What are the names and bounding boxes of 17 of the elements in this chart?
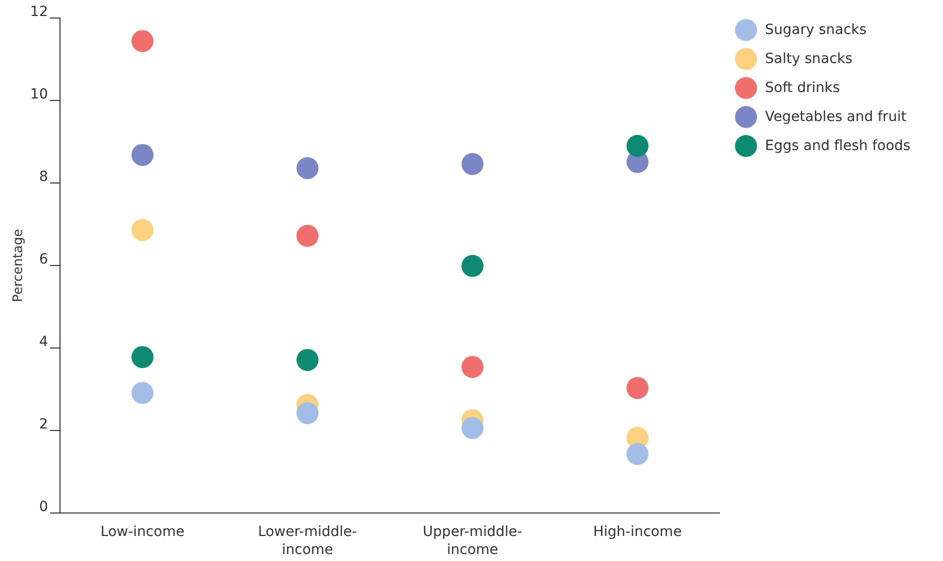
y-tick-label: 12	[30, 4, 48, 20]
y-axis-title: Percentage	[11, 228, 26, 302]
y-tick-label: 4	[39, 334, 48, 350]
legend-label: Sugary snacks	[765, 22, 867, 38]
y-tick-label: 6	[39, 252, 48, 268]
y-tick-label: 10	[30, 86, 48, 102]
legend-label: Soft drinks	[765, 80, 840, 96]
legend-label: Vegetables and fruit	[765, 109, 908, 125]
y-tick-label: 0	[39, 499, 48, 515]
y-tick-label: 8	[39, 169, 48, 185]
legend-label: Salty snacks	[765, 51, 852, 67]
legend-label: Eggs and flesh foods	[765, 138, 910, 154]
x-tick-label: Upper-middle-income	[422, 524, 522, 558]
x-tick-label: Low-income	[100, 524, 184, 540]
y-tick-label: 2	[39, 416, 48, 432]
x-tick-label: Lower-middle-income	[258, 524, 357, 558]
x-tick-label: High-income	[593, 524, 682, 540]
